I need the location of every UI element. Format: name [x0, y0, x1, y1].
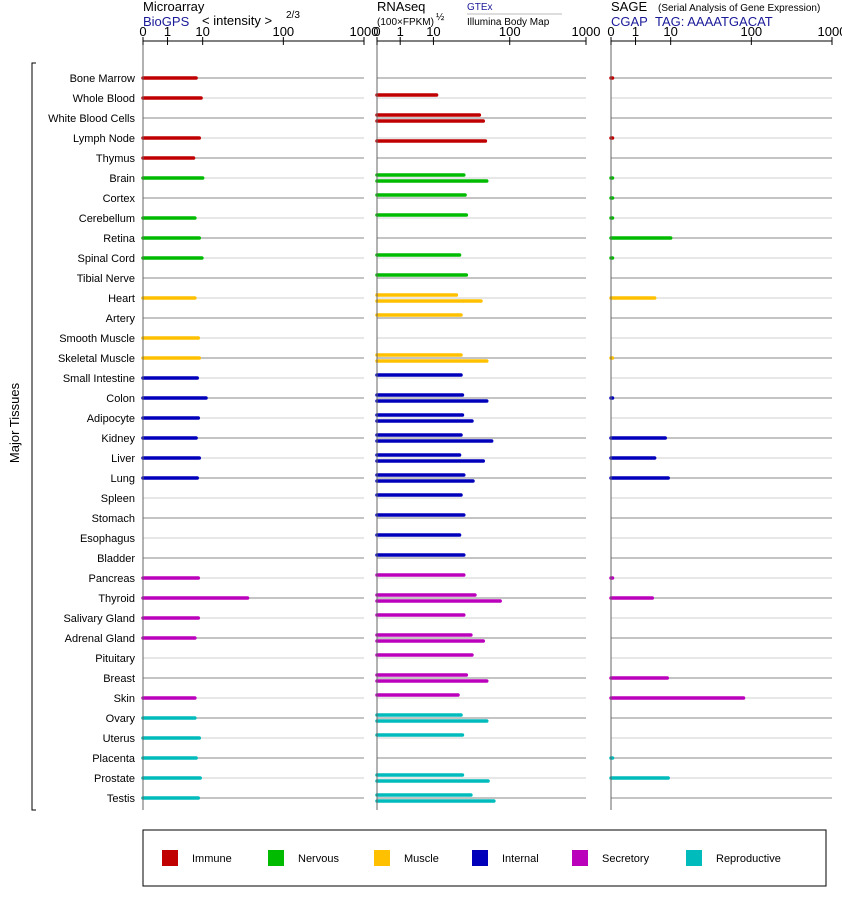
legend-label-reproductive: Reproductive	[716, 853, 781, 865]
rnaseq-exponent: ½	[436, 12, 445, 23]
tissue-label: Skeletal Muscle	[58, 353, 135, 365]
tissue-label: Placenta	[92, 753, 136, 765]
tissue-label: Prostate	[94, 773, 135, 785]
tissue-label: Retina	[103, 233, 136, 245]
legend-label-muscle: Muscle	[404, 853, 439, 865]
tissue-label: Pituitary	[95, 653, 135, 665]
microarray-tick-label: 1000	[350, 24, 379, 39]
tissue-label: Heart	[108, 293, 135, 305]
sage-tick-label: 10	[663, 24, 677, 39]
tissue-label: Spinal Cord	[78, 253, 135, 265]
tissue-label: Uterus	[103, 733, 136, 745]
tissue-label: Brain	[109, 173, 135, 185]
legend-swatch-muscle	[374, 850, 390, 866]
legend-swatch-immune	[162, 850, 178, 866]
tissue-label: Tibial Nerve	[77, 273, 135, 285]
tissue-label: Stomach	[92, 513, 135, 525]
microarray-tick-label: 0	[139, 24, 146, 39]
tissue-label: Testis	[107, 793, 136, 805]
tissue-label: Smooth Muscle	[59, 333, 135, 345]
tissue-label: Liver	[111, 453, 135, 465]
microarray-tick-label: 10	[195, 24, 209, 39]
rnaseq-tick-label: 1000	[572, 24, 601, 39]
microarray-scale-label: < intensity >	[202, 13, 272, 28]
tissue-label: Adipocyte	[87, 413, 135, 425]
sage-tag-label: TAG: AAAATGACAT	[655, 14, 773, 29]
rnaseq-source-ibm: Illumina Body Map	[467, 17, 550, 28]
tissue-label: Thyroid	[98, 593, 135, 605]
legend-swatch-nervous	[268, 850, 284, 866]
tissue-label: Adrenal Gland	[65, 633, 135, 645]
microarray-exponent: 2/3	[286, 10, 300, 21]
sage-subtitle: (Serial Analysis of Gene Expression)	[658, 3, 820, 14]
rnaseq-title: RNAseq	[377, 0, 425, 14]
rnaseq-tick-label: 10	[426, 24, 440, 39]
legend-swatch-internal	[472, 850, 488, 866]
legend-swatch-reproductive	[686, 850, 702, 866]
rnaseq-tick-label: 100	[499, 24, 521, 39]
tissue-label: Salivary Gland	[63, 613, 135, 625]
tissue-label: Thymus	[96, 153, 136, 165]
sage-tick-label: 1	[632, 24, 639, 39]
sage-source: CGAP	[611, 14, 648, 29]
tissue-label: Whole Blood	[73, 93, 135, 105]
tissue-label: Spleen	[101, 493, 135, 505]
sage-tick-label: 0	[607, 24, 614, 39]
tissue-label: Breast	[103, 673, 135, 685]
tissue-label: Bone Marrow	[70, 73, 135, 85]
tissue-label: Pancreas	[89, 573, 136, 585]
tissue-label: Skin	[114, 693, 135, 705]
legend-label-secretory: Secretory	[602, 853, 650, 865]
sage-tick-label: 1000	[818, 24, 842, 39]
tissue-label: Bladder	[97, 553, 135, 565]
legend-label-immune: Immune	[192, 853, 232, 865]
legend-label-internal: Internal	[502, 853, 539, 865]
sage-tick-label: 100	[740, 24, 762, 39]
legend-swatch-secretory	[572, 850, 588, 866]
microarray-title: Microarray	[143, 0, 205, 14]
microarray-tick-label: 1	[164, 24, 171, 39]
rnaseq-tick-label: 0	[373, 24, 380, 39]
rnaseq-source-gtex: GTEx	[467, 2, 493, 13]
tissue-label: White Blood Cells	[48, 113, 135, 125]
tissue-label: Cortex	[103, 193, 136, 205]
tissue-label: Lymph Node	[73, 133, 135, 145]
tissue-label: Lung	[111, 473, 135, 485]
legend-box	[142, 829, 827, 887]
tissue-label: Ovary	[106, 713, 136, 725]
tissue-label: Kidney	[101, 433, 135, 445]
tissue-label: Colon	[106, 393, 135, 405]
tissue-label: Esophagus	[80, 533, 136, 545]
rnaseq-unit-label: (100×FPKM)	[377, 17, 434, 28]
rnaseq-tick-label: 1	[397, 24, 404, 39]
legend-label-nervous: Nervous	[298, 853, 339, 865]
tissue-label: Cerebellum	[79, 213, 135, 225]
microarray-tick-label: 100	[272, 24, 294, 39]
microarray-source: BioGPS	[143, 14, 190, 29]
sage-title: SAGE	[611, 0, 647, 14]
tissue-label: Small Intestine	[63, 373, 135, 385]
y-axis-label: Major Tissues	[7, 382, 22, 463]
y-axis-bracket	[31, 62, 36, 811]
tissue-label: Artery	[106, 313, 136, 325]
